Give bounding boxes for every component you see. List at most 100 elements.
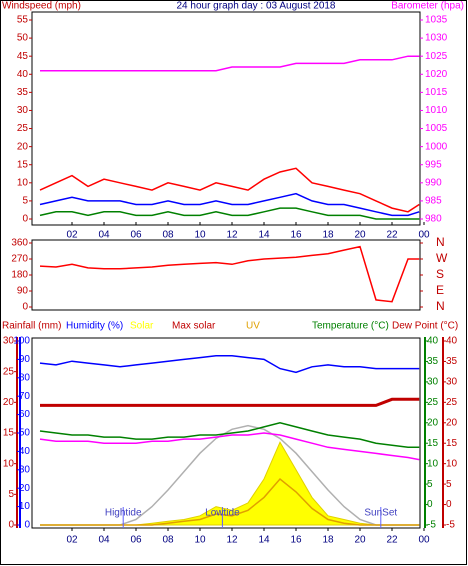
x-tick-label: 20: [354, 230, 366, 241]
tick-label: 985: [425, 196, 442, 207]
temperature-panel-frame: [31, 337, 421, 529]
tick-label: 20: [446, 417, 458, 428]
legend-entry: Humidity (%): [66, 321, 123, 332]
tick-label: 1000: [425, 141, 448, 152]
tick-label: -5: [427, 520, 436, 531]
tick-label: 25: [427, 397, 439, 408]
tick-label: 0: [24, 520, 30, 531]
legend-entry: Rainfall (mm): [2, 321, 61, 332]
legend-entry: UV: [246, 321, 260, 332]
series-line: [39, 354, 420, 374]
tick-label: 980: [425, 214, 442, 225]
tick-label: 30: [427, 377, 439, 388]
chart-title: 24 hour graph day : 03 August 2018: [176, 1, 335, 12]
x-tick-label: 12: [226, 535, 238, 546]
tick-label: 15: [446, 438, 458, 449]
tick-label: -5: [446, 520, 455, 531]
tick-label: 1030: [425, 33, 448, 44]
tick-label: 20: [17, 141, 29, 152]
tick-label: 30: [446, 377, 458, 388]
tick-label: 40: [17, 69, 29, 80]
tick-label: 270: [11, 254, 28, 265]
tick-label: 10: [3, 458, 15, 469]
wind-panel-frame: [31, 11, 421, 226]
x-tick-label: 16: [290, 535, 302, 546]
x-tick-label: 06: [130, 230, 142, 241]
legend-entry: Max solar: [172, 321, 216, 332]
tick-label: 20: [427, 417, 439, 428]
tick-label: 30: [17, 105, 29, 116]
tick-label: 5: [8, 489, 14, 500]
series-line: [40, 477, 420, 526]
x-tick-label: 00: [418, 535, 430, 546]
x-tick-label: 02: [66, 535, 78, 546]
series-line: [40, 397, 420, 407]
tick-label: E: [436, 283, 444, 297]
series-line: [39, 192, 420, 217]
tick-label: 35: [17, 87, 29, 98]
legend-entry: Dew Point (°C): [392, 321, 458, 332]
tick-label: 20: [19, 483, 31, 494]
series-line: [39, 422, 420, 449]
series-line: [39, 245, 420, 303]
tick-label: 360: [11, 238, 28, 249]
annotation-label: Hightide: [105, 508, 142, 519]
tick-label: 15: [427, 438, 439, 449]
series-line: [39, 432, 420, 461]
tick-label: S: [436, 267, 444, 281]
x-tick-label: 14: [258, 230, 270, 241]
tick-label: W: [436, 251, 448, 265]
tick-label: 10: [427, 458, 439, 469]
tick-label: 50: [19, 428, 31, 439]
tick-label: 1010: [425, 105, 448, 116]
tick-label: 30: [19, 464, 31, 475]
x-tick-label: 06: [130, 535, 142, 546]
x-tick-label: 18: [322, 535, 334, 546]
series-line: [40, 55, 420, 72]
x-tick-label: 12: [226, 230, 238, 241]
tick-label: 50: [17, 33, 29, 44]
legend-entry: Temperature (°C): [312, 321, 389, 332]
tick-label: 20: [3, 397, 15, 408]
series-line: [39, 207, 420, 220]
tick-label: 60: [19, 409, 31, 420]
tick-label: 0: [22, 302, 28, 313]
x-tick-label: 14: [258, 535, 270, 546]
tick-label: 25: [446, 397, 458, 408]
x-tick-label: 04: [98, 535, 110, 546]
tick-label: 30: [3, 336, 15, 347]
tick-label: 990: [425, 177, 442, 188]
tick-label: 1015: [425, 87, 448, 98]
annotation-label: Lowtide: [205, 508, 240, 519]
tick-label: 0: [8, 520, 14, 531]
tick-label: 55: [17, 15, 29, 26]
tick-label: 5: [446, 479, 452, 490]
legend-entry: Solar: [130, 321, 154, 332]
tick-label: 35: [446, 356, 458, 367]
x-tick-label: 22: [386, 230, 398, 241]
tick-label: 80: [19, 372, 31, 383]
barometer-label: Barometer (hpa): [391, 1, 464, 12]
tick-label: 0: [446, 499, 452, 510]
tick-label: 90: [19, 354, 31, 365]
tick-label: 15: [3, 428, 15, 439]
x-tick-label: 18: [322, 230, 334, 241]
tick-label: 40: [446, 336, 458, 347]
annotation-label: SunSet: [364, 508, 397, 519]
tick-label: 45: [17, 51, 29, 62]
tick-label: 0: [427, 499, 433, 510]
tick-label: 40: [427, 336, 439, 347]
tick-label: 100: [13, 336, 30, 347]
windspeed-label: Windspeed (mph): [2, 1, 81, 12]
x-tick-label: 02: [66, 230, 78, 241]
tick-label: 1035: [425, 15, 448, 26]
tick-label: 1020: [425, 69, 448, 80]
tick-label: 5: [22, 196, 28, 207]
tick-label: 70: [19, 391, 31, 402]
tick-label: 25: [3, 366, 15, 377]
x-tick-label: 22: [386, 535, 398, 546]
tick-label: 1025: [425, 51, 448, 62]
tick-label: 15: [17, 159, 29, 170]
